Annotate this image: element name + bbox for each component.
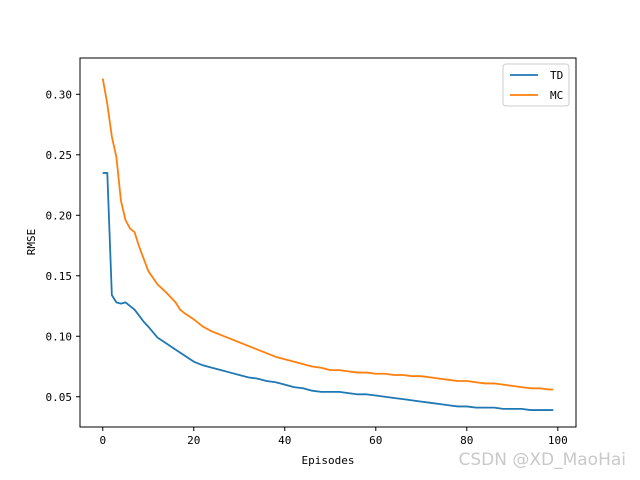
- x-tick-label: 20: [187, 434, 200, 447]
- x-axis: 0 20 40 60 80 100: [99, 427, 568, 447]
- y-tick-label: 0.30: [46, 88, 73, 101]
- y-tick-label: 0.15: [46, 270, 73, 283]
- plot-area: [79, 57, 577, 428]
- y-tick-label: 0.05: [46, 391, 73, 404]
- x-tick-label: 80: [460, 434, 473, 447]
- x-axis-title: Episodes: [302, 454, 355, 467]
- x-tick-label: 40: [278, 434, 291, 447]
- watermark: CSDN @XD_MaoHai: [458, 450, 626, 470]
- y-tick-label: 0.10: [46, 330, 73, 343]
- series-line-td: [102, 172, 554, 411]
- y-axis: 0.05 0.10 0.15 0.20 0.25 0.30: [46, 88, 80, 404]
- series-lines: [101, 78, 554, 411]
- y-tick-label: 0.20: [46, 209, 73, 222]
- x-tick-label: 60: [369, 434, 382, 447]
- legend: TD MC: [502, 63, 570, 107]
- legend-label-td: TD: [550, 69, 563, 82]
- y-axis-title: RMSE: [25, 229, 38, 256]
- y-tick-label: 0.25: [46, 149, 73, 162]
- series-line-mc: [101, 78, 554, 391]
- x-tick-label: 100: [548, 434, 568, 447]
- legend-label-mc: MC: [550, 89, 563, 102]
- x-tick-label: 0: [99, 434, 106, 447]
